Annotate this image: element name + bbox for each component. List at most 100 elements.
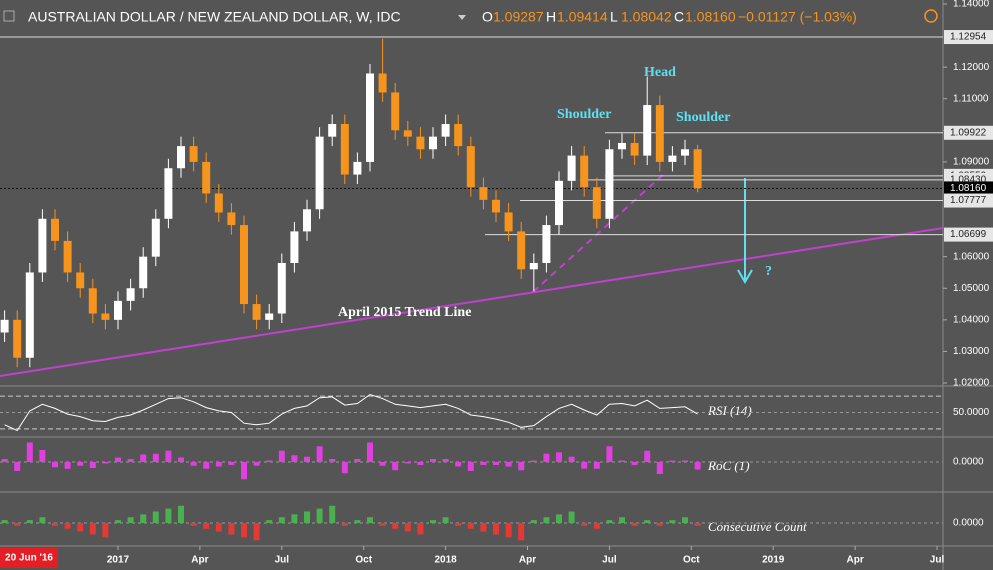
y-tick-label: 1.06000 [953,251,990,262]
candle-body [126,288,135,301]
candle-body [416,136,425,150]
dropdown[interactable] [458,15,466,20]
level-label-box [944,181,993,196]
indicator-bar [190,462,197,466]
candle-body [378,73,387,93]
ohlc-value: 1.08042 [621,9,672,25]
candle-body [605,149,614,219]
candle-body [580,155,589,188]
candle-body [114,300,123,320]
ohlc-key: L [610,9,618,25]
candle-body [76,272,85,289]
candle-body [63,240,72,273]
candle-body [693,149,702,189]
candle-body [529,262,538,270]
indicator-bar [77,462,84,466]
candle-body [567,155,576,181]
candle-body [466,146,475,188]
collapse-icon[interactable] [3,10,15,22]
candle-body [38,218,47,273]
indicator-bar [379,462,386,466]
candle-body [681,149,690,156]
candle-body [479,187,488,200]
indicator-bar [354,459,361,462]
annotation: April 2015 Trend Line [338,305,471,320]
level-label: 1.08160 [950,183,987,194]
indicator-bar [1,459,8,462]
level-label-box [944,227,993,242]
indicator-bar [190,523,197,526]
candle-body [164,168,173,219]
indicator-bar [392,523,399,529]
indicator-bar [165,450,172,462]
indicator-bar [694,462,701,470]
indicator-bar [656,462,663,474]
level-label: 1.07777 [950,195,987,206]
indicator-bar [278,450,285,462]
symbol-title: AUSTRALIAN DOLLAR / NEW ZEALAND DOLLAR, … [28,9,401,25]
indicator-bar [644,520,651,523]
indicator-bar [1,520,8,523]
candle-body [202,161,211,194]
indicator-bar [51,523,58,526]
indicator-bar [379,523,386,526]
indicator-bar [593,523,600,529]
candle-body [353,161,362,175]
alert-icon[interactable] [924,9,938,23]
x-tick-label: Apr [191,555,208,566]
indicator-bar [581,523,588,526]
indicator-bar [619,460,626,462]
ohlc-key: H [546,9,556,25]
candle-body [25,272,34,358]
y-tick-label: 1.09000 [953,157,990,168]
level-label-box [944,125,993,140]
candle-body [643,105,652,156]
indicator-bar [178,505,185,523]
indicator-name: Consecutive Count [708,519,807,534]
indicator-bar [127,517,134,523]
indicator-bar [682,460,689,462]
indicator-bar [480,462,487,465]
candle-body [303,209,312,232]
indicator-bar [329,459,336,462]
indicator-bar [404,462,411,464]
neckline [532,172,666,293]
indicator-bar [14,462,21,471]
indicator-bar [14,523,21,526]
indicator-bar [341,523,348,526]
indicator-bar [354,520,361,523]
candle-body [668,155,677,162]
indicator-bar [593,462,600,469]
indicator-bar [102,523,109,538]
indicator-bar [430,459,437,462]
indicator-bar [581,462,588,469]
indicator-bar [556,514,563,523]
trend-line [0,227,944,377]
candle-body [13,319,22,358]
y-tick-label: 1.04000 [953,314,990,325]
level-label: 1.06699 [950,229,987,240]
ohlc-value: 1.09414 [557,9,608,25]
indicator-bar [493,462,500,465]
indicator-bar [304,456,311,462]
indicator-bar [518,462,525,471]
y-tick-label: 1.12000 [953,62,990,73]
ohlc-value: 1.09287 [493,9,544,25]
indicator-bar [228,523,235,535]
level-label-box [944,30,993,45]
y-tick-label: 1.02000 [953,378,990,389]
indicator-bar [115,457,122,462]
indicator-bar [493,523,500,535]
ohlc-value: 1.08160 [685,9,736,25]
indicator-bar [89,523,96,535]
candle-body [277,262,286,314]
indicator-bar [266,520,273,523]
level-label: 1.12954 [950,32,987,43]
level-label: 1.09922 [950,127,987,138]
indicator-name: RoC (1) [707,458,750,473]
candle-body [88,288,97,314]
indicator-bar [253,462,260,466]
